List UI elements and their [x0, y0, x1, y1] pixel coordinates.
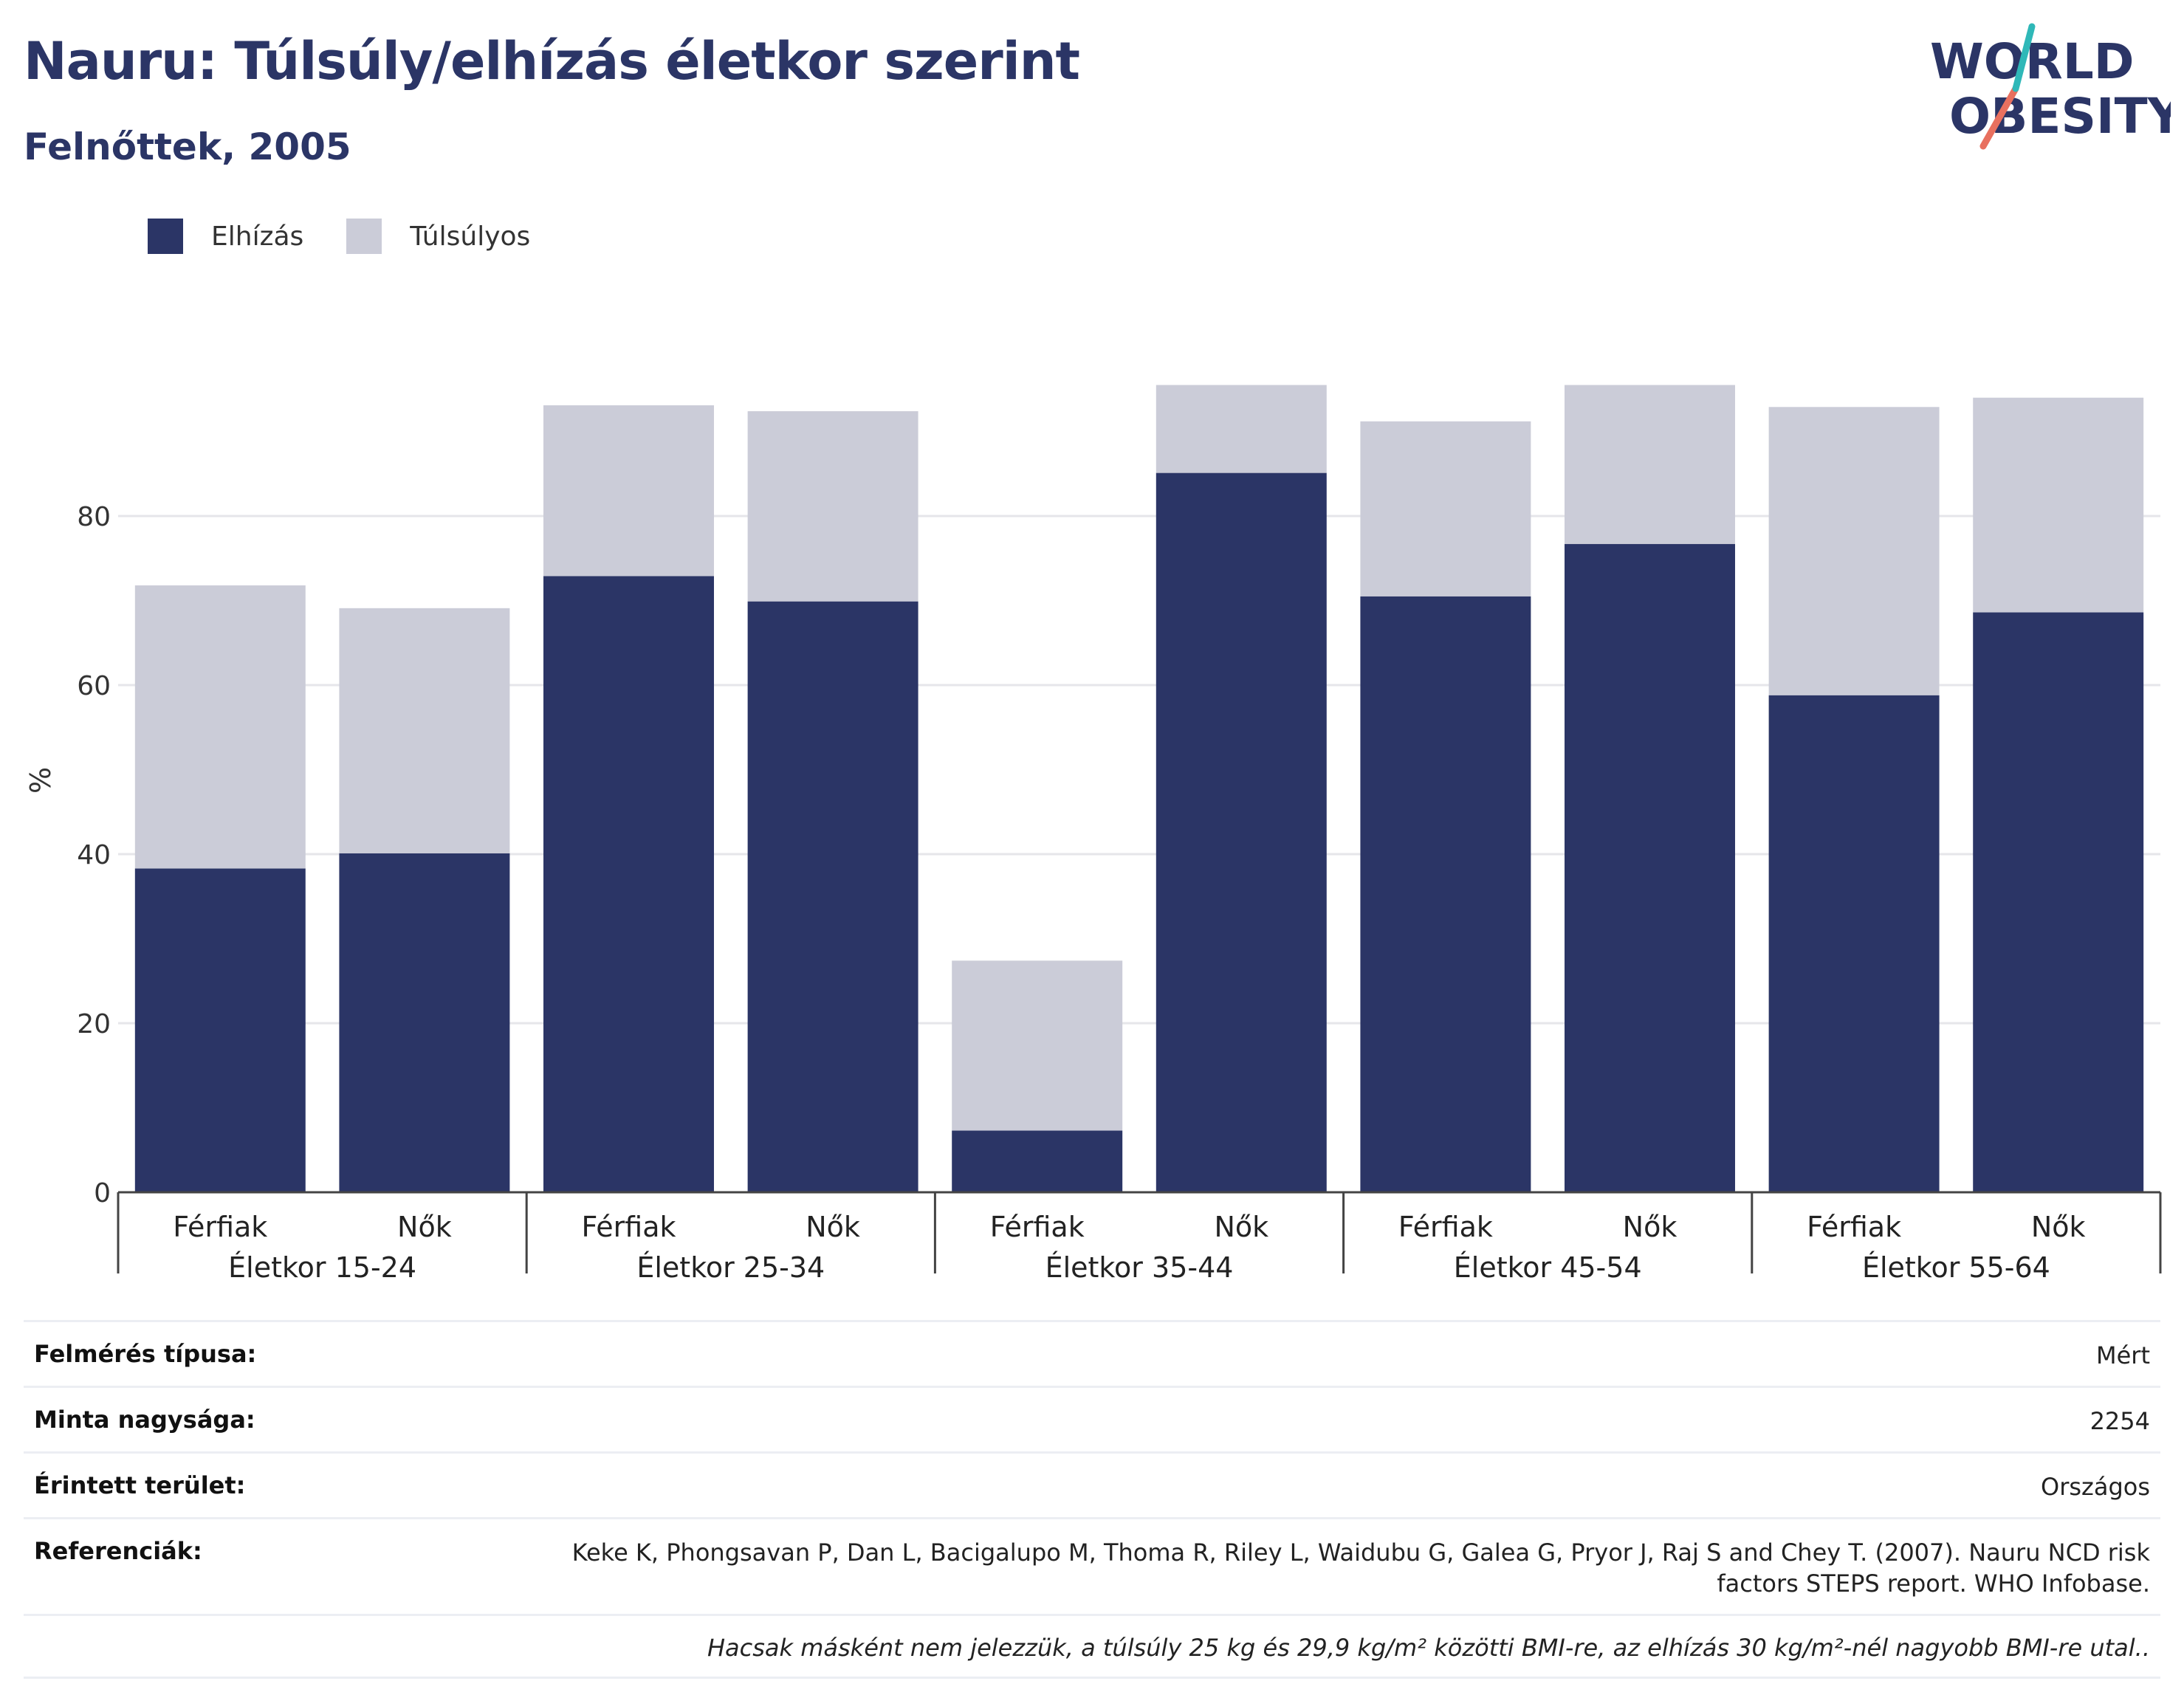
legend-label-overweight: Túlsúlyos — [410, 221, 531, 252]
bar-overweight — [747, 411, 918, 602]
x-subcategory-label: Férfiak — [990, 1211, 1085, 1243]
sample-size-label: Minta nagysága: — [34, 1406, 255, 1434]
y-tick-label: 0 — [94, 1178, 111, 1208]
y-tick-label: 20 — [77, 1009, 111, 1039]
page-title: Nauru: Túlsúly/elhízás életkor szerint — [24, 31, 1080, 92]
coverage-label: Érintett terület: — [34, 1471, 246, 1499]
bar-overweight — [543, 405, 714, 577]
definition-note: Hacsak másként nem jelezzük, a túlsúly 2… — [24, 1614, 2160, 1679]
bar-overweight — [1360, 421, 1531, 596]
bar-overweight — [339, 608, 510, 853]
legend-item-obesity[interactable]: Elhízás — [148, 219, 303, 254]
world-obesity-logo: WORLD OBESITY — [1930, 23, 2171, 150]
bar-overweight — [1155, 385, 1327, 473]
references-row: Referenciák: Keke K, Phongsavan P, Dan L… — [24, 1517, 2160, 1614]
x-subcategory-label: Férfiak — [581, 1211, 676, 1243]
bar-overweight — [1565, 385, 1735, 544]
bar-obesity — [134, 868, 306, 1192]
survey-type-row: Felmérés típusa: Mért — [24, 1320, 2160, 1386]
x-subcategory-label: Nők — [397, 1211, 452, 1243]
bar-obesity — [1973, 612, 2144, 1192]
bar-obesity — [1768, 695, 1940, 1192]
bar-obesity — [952, 1130, 1123, 1192]
survey-type-label: Felmérés típusa: — [34, 1340, 257, 1368]
bar-obesity — [339, 853, 510, 1192]
bar-obesity — [543, 576, 714, 1192]
page-subtitle: Felnőttek, 2005 — [24, 126, 351, 168]
references-value: Keke K, Phongsavan P, Dan L, Bacigalupo … — [571, 1538, 2150, 1598]
bar-obesity — [747, 601, 918, 1192]
chart-legend: Elhízás Túlsúlyos — [148, 219, 573, 254]
y-tick-label: 40 — [77, 840, 111, 870]
logo-slash-coral — [1979, 85, 2019, 150]
legend-item-overweight[interactable]: Túlsúlyos — [346, 219, 530, 254]
sample-size-value: 2254 — [2089, 1407, 2150, 1435]
x-group-label: Életkor 45-54 — [1454, 1251, 1642, 1284]
bar-overweight — [1768, 407, 1940, 695]
legend-swatch-obesity — [148, 219, 183, 254]
bar-overweight — [952, 960, 1123, 1131]
bar-overweight — [134, 585, 306, 869]
y-tick-label: 60 — [77, 671, 111, 701]
x-group-label: Életkor 35-44 — [1045, 1251, 1234, 1284]
logo-slash-teal — [2012, 23, 2036, 92]
bar-obesity — [1360, 596, 1531, 1192]
coverage-value: Országos — [2041, 1473, 2150, 1501]
x-subcategory-label: Nők — [806, 1211, 860, 1243]
x-group-label: Életkor 15-24 — [228, 1251, 416, 1284]
coverage-row: Érintett terület: Országos — [24, 1451, 2160, 1517]
sample-size-row: Minta nagysága: 2254 — [24, 1386, 2160, 1451]
x-subcategory-label: Férfiak — [173, 1211, 267, 1243]
bar-obesity — [1155, 472, 1327, 1192]
bar-overweight — [1973, 397, 2144, 613]
bar-obesity — [1565, 543, 1735, 1192]
x-subcategory-label: Férfiak — [1807, 1211, 1901, 1243]
logo-line1: WORLD — [1930, 33, 2135, 90]
x-subcategory-label: Férfiak — [1398, 1211, 1493, 1243]
legend-label-obesity: Elhízás — [211, 221, 304, 252]
bar-chart: 0 20 40 60 80% Férfiak Nők Életkor 15-24 Férfiak… — [24, 385, 2162, 1284]
survey-type-value: Mért — [2096, 1341, 2150, 1369]
x-subcategory-label: Nők — [1214, 1211, 1268, 1243]
legend-swatch-overweight — [346, 219, 382, 254]
references-label: Referenciák: — [34, 1537, 202, 1565]
survey-info-table: Felmérés típusa: Mért Minta nagysága: 22… — [24, 1320, 2160, 1679]
x-group-label: Életkor 25-34 — [636, 1251, 825, 1284]
x-subcategory-label: Nők — [2031, 1211, 2086, 1243]
y-tick-label: 80 — [77, 502, 111, 532]
x-group-label: Életkor 55-64 — [1862, 1251, 2050, 1284]
x-subcategory-label: Nők — [1623, 1211, 1678, 1243]
y-axis-label: % — [24, 767, 57, 794]
